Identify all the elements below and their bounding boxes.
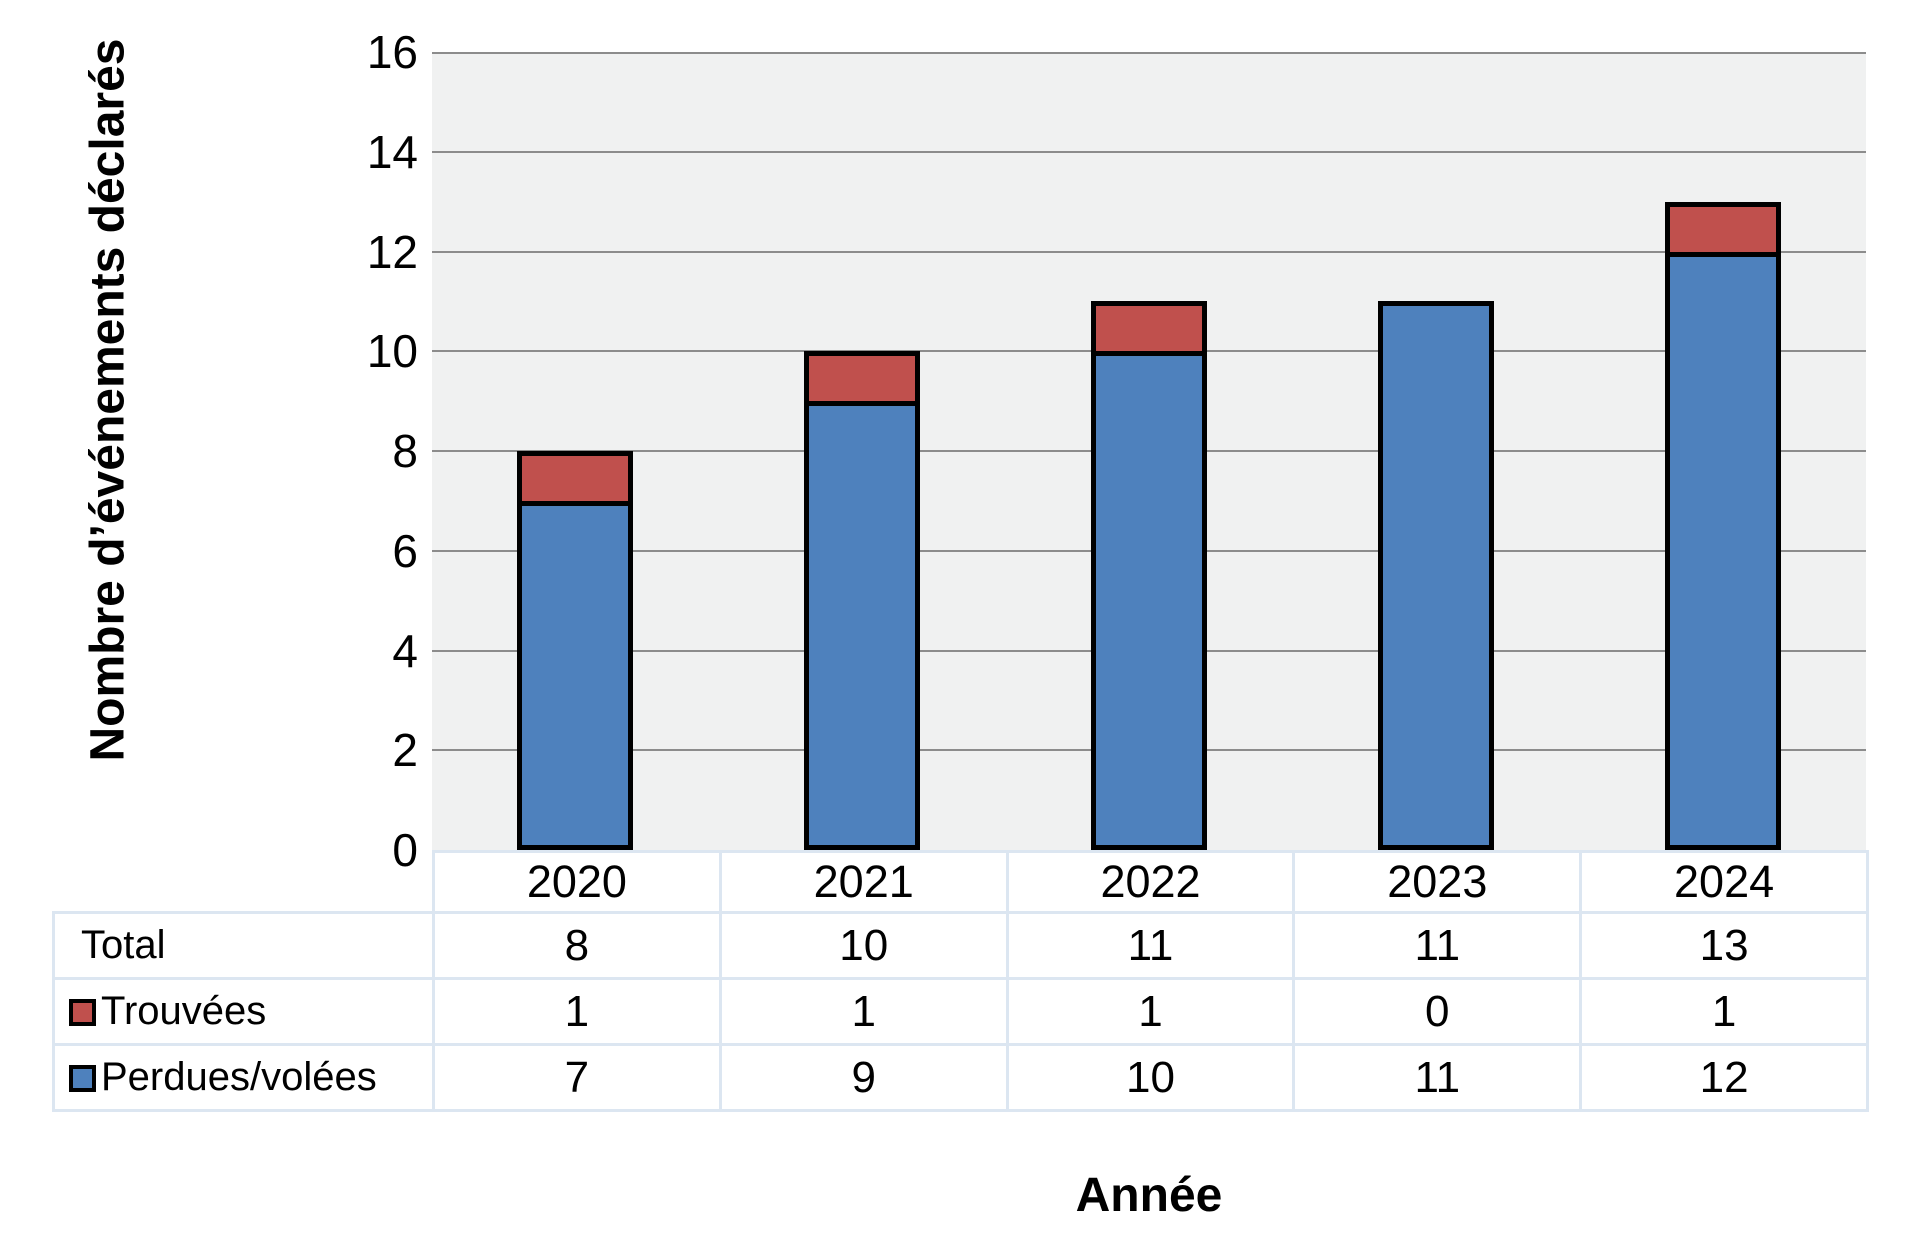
cell-trouvees-2021: 1 xyxy=(718,977,1009,1046)
bar-2020-perdues-volees xyxy=(517,451,633,850)
plot-area xyxy=(432,52,1866,852)
legend-swatch-perdues-volees-icon xyxy=(69,1065,96,1092)
row-label-perdues-volees: Perdues/volées xyxy=(52,1043,435,1112)
bar-2023-perdues-volees xyxy=(1378,301,1494,850)
y-tick-label-10: 10 xyxy=(366,325,418,377)
cell-total-2023: 11 xyxy=(1292,911,1583,980)
y-tick-label-12: 12 xyxy=(366,226,418,278)
year-cell-2021: 2021 xyxy=(718,850,1009,914)
y-axis-title: Nombre d’événements déclarés xyxy=(81,38,135,762)
y-tick-label-14: 14 xyxy=(366,126,418,178)
bar-2024-perdues-volees xyxy=(1665,202,1781,850)
data-table: 2020 2021 2022 2023 2024 Total 8 10 11 11 13 Trouvé… xyxy=(52,850,1869,1112)
cell-total-2024: 13 xyxy=(1579,911,1869,980)
cell-perdues-volees-2020: 7 xyxy=(432,1043,722,1112)
row-label-trouvees: Trouvées xyxy=(52,977,435,1046)
cell-trouvees-2020: 1 xyxy=(432,977,722,1046)
cell-total-2020: 8 xyxy=(432,911,722,980)
cell-trouvees-2022: 1 xyxy=(1005,977,1296,1046)
bar-2021-trouvees xyxy=(809,356,915,406)
year-cell-2023: 2023 xyxy=(1292,850,1583,914)
row-label-total: Total xyxy=(52,911,435,980)
y-tick-label-6: 6 xyxy=(392,525,418,577)
bar-2022-trouvees xyxy=(1096,306,1202,356)
gridline-12 xyxy=(432,251,1866,253)
year-cell-2022: 2022 xyxy=(1005,850,1296,914)
table-row-total: Total 8 10 11 11 13 xyxy=(52,911,1869,980)
bar-2020-trouvees xyxy=(522,456,628,506)
table-year-row: 2020 2021 2022 2023 2024 xyxy=(54,850,1869,914)
y-tick-label-2: 2 xyxy=(392,724,418,776)
year-cell-2024: 2024 xyxy=(1579,850,1869,914)
year-cell-2020: 2020 xyxy=(432,850,722,914)
gridline-16 xyxy=(432,52,1866,54)
gridline-14 xyxy=(432,151,1866,153)
bar-2021-perdues-volees xyxy=(804,351,920,850)
bar-2022-perdues-volees xyxy=(1091,301,1207,850)
table-corner-spacer xyxy=(54,852,434,913)
table-row-trouvees: Trouvées 1 1 1 0 1 xyxy=(52,977,1869,1046)
y-tick-label-16: 16 xyxy=(366,26,418,78)
cell-trouvees-2023: 0 xyxy=(1292,977,1583,1046)
y-tick-label-8: 8 xyxy=(392,425,418,477)
x-axis-title: Année xyxy=(1075,1169,1223,1222)
cell-perdues-volees-2022: 10 xyxy=(1005,1043,1296,1112)
bar-2024-trouvees xyxy=(1670,207,1776,257)
legend-swatch-trouvees-icon xyxy=(69,999,96,1026)
cell-total-2021: 10 xyxy=(718,911,1009,980)
y-tick-label-0: 0 xyxy=(392,824,418,876)
cell-perdues-volees-2021: 9 xyxy=(718,1043,1009,1112)
cell-perdues-volees-2024: 12 xyxy=(1579,1043,1869,1112)
cell-perdues-volees-2023: 11 xyxy=(1292,1043,1583,1112)
table-row-perdues-volees: Perdues/volées 7 9 10 11 12 xyxy=(52,1043,1869,1112)
cell-total-2022: 11 xyxy=(1005,911,1296,980)
cell-trouvees-2024: 1 xyxy=(1579,977,1869,1046)
y-tick-label-4: 4 xyxy=(392,625,418,677)
